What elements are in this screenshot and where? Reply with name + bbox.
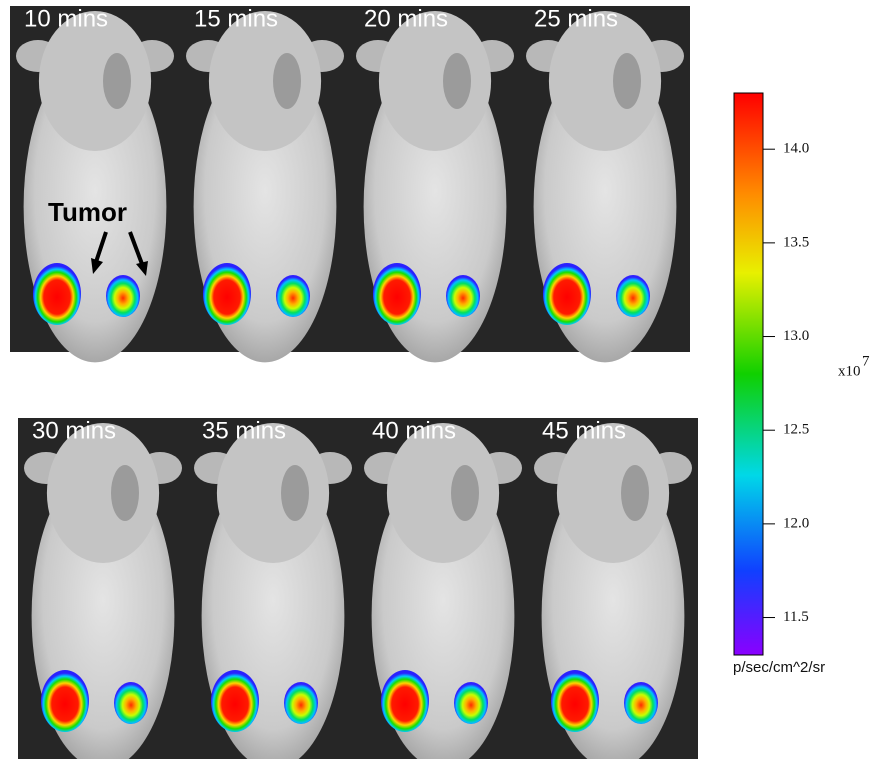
- mouse-image: 15 mins: [180, 5, 350, 362]
- units: p/sec/cm^2/sr: [733, 659, 825, 676]
- tumor: [41, 670, 89, 732]
- multiplier-exponent: 7: [862, 353, 870, 369]
- panel-label: 30 mins: [32, 417, 116, 444]
- panel-label: 35 mins: [202, 417, 286, 444]
- colorbar: [734, 93, 763, 655]
- multiplier: x10: [838, 363, 861, 379]
- tumor: [33, 263, 81, 325]
- shadow: [443, 53, 471, 109]
- tick-label: 11.5: [783, 609, 809, 625]
- tumor: [616, 275, 650, 317]
- annotation: Tumor: [48, 197, 127, 227]
- panels: 10 mins 15 mins 20 mins 25 mins 30 mins 35 mi…: [10, 5, 698, 759]
- tumor: [381, 670, 429, 732]
- mouse-image: 10 mins: [10, 5, 180, 362]
- tick-label: 12.5: [783, 422, 809, 438]
- panel-label: 25 mins: [534, 5, 618, 32]
- tick-label: 14.0: [783, 141, 809, 157]
- panel-label: 15 mins: [194, 5, 278, 32]
- tumor: [551, 670, 599, 732]
- tumor: [454, 682, 488, 724]
- shadow: [451, 465, 479, 521]
- tumor: [211, 670, 259, 732]
- tumor: [114, 682, 148, 724]
- mouse-image: 45 mins: [528, 417, 698, 759]
- tumor: [276, 275, 310, 317]
- tick-label: 12.0: [783, 515, 809, 531]
- mouse-image: 20 mins: [350, 5, 520, 362]
- panel-label: 10 mins: [24, 5, 108, 32]
- tumor: [106, 275, 140, 317]
- mouse-image: 25 mins: [520, 5, 690, 362]
- tumor: [624, 682, 658, 724]
- panel-label: 45 mins: [542, 417, 626, 444]
- mouse-image: 35 mins: [188, 417, 358, 759]
- panel-label: 20 mins: [364, 5, 448, 32]
- tumor: [284, 682, 318, 724]
- shadow: [111, 465, 139, 521]
- shadow: [273, 53, 301, 109]
- shadow: [621, 465, 649, 521]
- tumor: [446, 275, 480, 317]
- tumor: [373, 263, 421, 325]
- shadow: [281, 465, 309, 521]
- figure: 10 mins 15 mins 20 mins 25 mins 30 mins 35 mi…: [0, 0, 880, 759]
- tick-label: 13.0: [783, 328, 809, 344]
- shadow: [103, 53, 131, 109]
- mouse-image: 30 mins: [18, 417, 188, 759]
- tick-label: 13.5: [783, 234, 809, 250]
- mouse-image: 40 mins: [358, 417, 528, 759]
- tumor: [203, 263, 251, 325]
- panel-label: 40 mins: [372, 417, 456, 444]
- shadow: [613, 53, 641, 109]
- tumor: [543, 263, 591, 325]
